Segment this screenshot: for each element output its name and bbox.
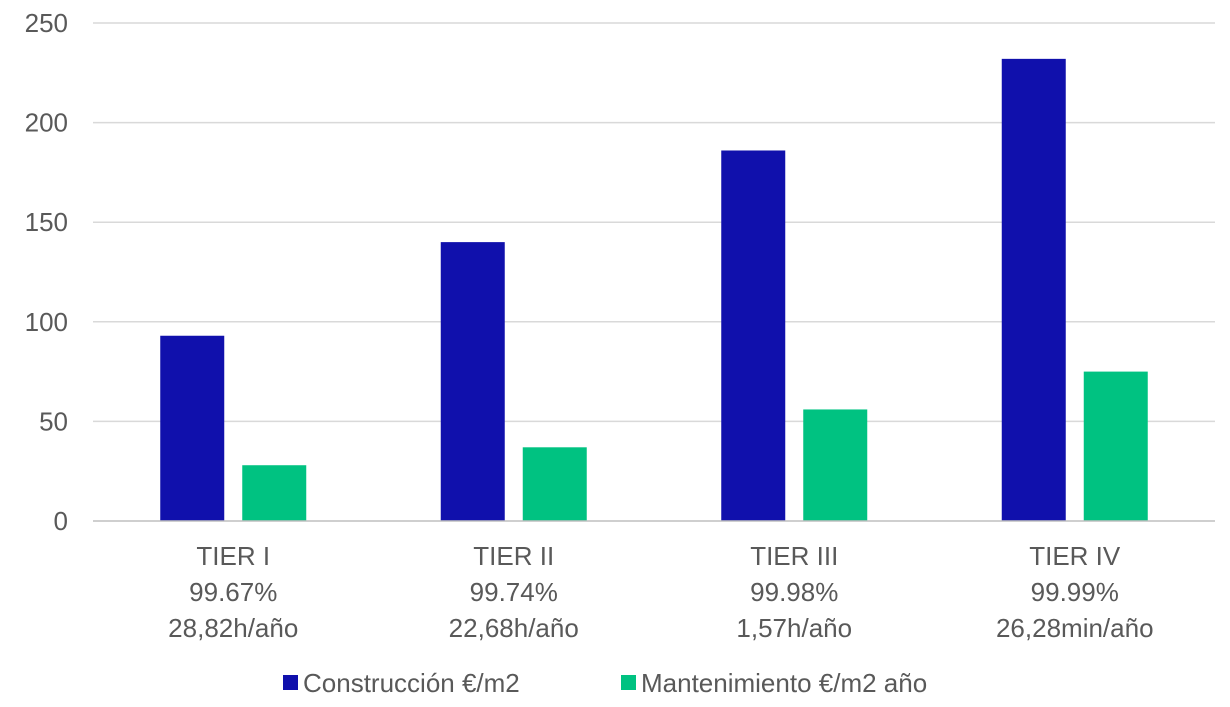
bar-mantenimiento <box>242 465 307 521</box>
legend-swatch <box>283 675 298 690</box>
legend: Construcción €/m2 Mantenimiento €/m2 año <box>283 668 927 698</box>
x-tick-label: 99.99% <box>1031 577 1119 607</box>
x-tick-label: TIER III <box>750 541 838 571</box>
y-tick-label: 200 <box>25 108 68 138</box>
x-axis-labels: TIER I 99.67% 28,82h/año TIER II 99.74% 22,68… <box>168 541 1153 643</box>
x-tick-label: TIER II <box>473 541 554 571</box>
y-tick-label: 150 <box>25 207 68 237</box>
x-tick-label: 26,28min/año <box>996 613 1154 643</box>
y-tick-label: 50 <box>39 406 68 436</box>
x-tick-label: TIER IV <box>1029 541 1121 571</box>
x-tick-label: 99.98% <box>750 577 838 607</box>
y-tick-label: 0 <box>54 506 68 536</box>
bar-construccion <box>1001 58 1066 522</box>
bar-mantenimiento <box>1083 371 1148 521</box>
bar-construccion <box>160 335 225 521</box>
legend-swatch <box>621 675 636 690</box>
y-axis-ticks: 0 50 100 150 200 250 <box>25 8 68 536</box>
y-tick-label: 250 <box>25 8 68 38</box>
x-tick-label: 28,82h/año <box>168 613 298 643</box>
x-tick-label: TIER I <box>196 541 270 571</box>
y-tick-label: 100 <box>25 307 68 337</box>
x-tick-label: 99.74% <box>470 577 558 607</box>
bar-construccion <box>721 150 786 521</box>
x-tick-label: 1,57h/año <box>736 613 852 643</box>
bar-construccion <box>440 242 505 521</box>
bar-mantenimiento <box>803 409 868 521</box>
bars <box>160 58 1148 522</box>
x-tick-label: 22,68h/año <box>449 613 579 643</box>
legend-label: Construcción €/m2 <box>303 668 520 698</box>
legend-label: Mantenimiento €/m2 año <box>641 668 927 698</box>
x-tick-label: 99.67% <box>189 577 277 607</box>
bar-mantenimiento <box>522 447 587 521</box>
